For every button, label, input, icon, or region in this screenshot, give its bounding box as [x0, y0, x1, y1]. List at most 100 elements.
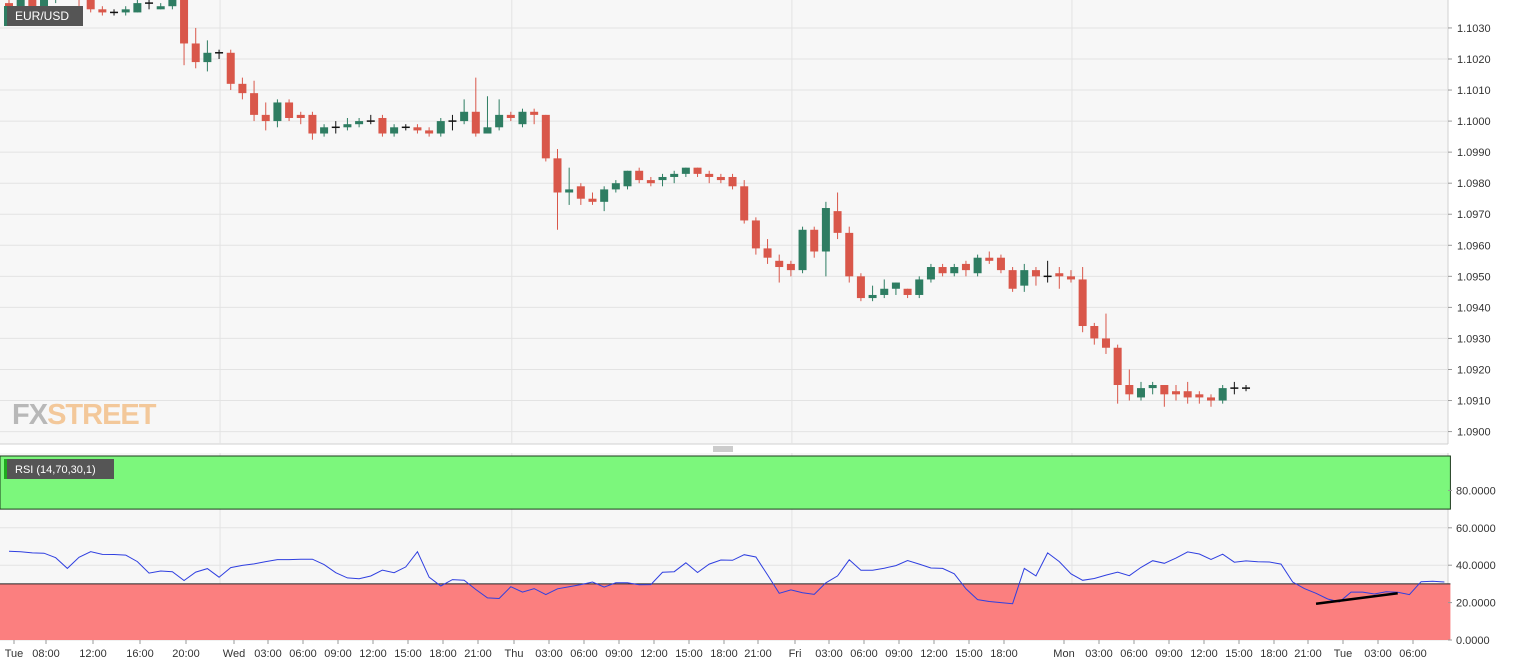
candle-body [658, 176, 667, 181]
candle-body [471, 111, 480, 134]
candle [985, 251, 994, 264]
candle-body [518, 111, 527, 125]
candle [845, 226, 854, 283]
price-series-label-bg [4, 6, 83, 26]
candle-body [541, 114, 550, 159]
candle-body [413, 127, 422, 131]
candle [973, 254, 982, 277]
price-series-label: EUR/USD [4, 6, 83, 26]
candle [891, 282, 900, 295]
candle-body [226, 52, 235, 84]
rsi-series-label: RSI (14,70,30,1) [4, 459, 114, 479]
price-tick-label: 1.0970 [1457, 209, 1491, 221]
candle-body [973, 257, 982, 274]
candle [821, 201, 830, 277]
price-tick-label: 1.1030 [1457, 23, 1491, 35]
candle [355, 117, 364, 128]
price-tick-label: 1.0950 [1457, 271, 1491, 283]
time-tick-label: 15:00 [394, 648, 422, 660]
candle [86, 0, 95, 13]
time-tick-label: 03:00 [1085, 648, 1113, 660]
time-tick-label: 06:00 [289, 648, 317, 660]
time-tick-label: Thu [505, 648, 524, 660]
candle [775, 254, 784, 283]
candle-body [1113, 347, 1122, 386]
time-tick-label: 20:00 [172, 648, 200, 660]
candle-body [16, 0, 25, 7]
candle-body [751, 220, 760, 249]
time-tick-label: Wed [223, 648, 245, 660]
candle-body [506, 114, 515, 118]
candle-body [786, 263, 795, 271]
candle [635, 167, 644, 184]
candle [1101, 313, 1110, 354]
candle [425, 127, 434, 137]
candle [600, 186, 609, 212]
candle [950, 263, 959, 277]
price-tick-label: 1.0960 [1457, 240, 1491, 252]
candle-body [121, 9, 130, 13]
candle-body [1066, 276, 1075, 280]
price-axis: 1.0900 1.0910 1.0920 1.0930 1.0940 1.0950 1.09… [1448, 23, 1491, 439]
candle-body [880, 288, 889, 295]
candle-body [705, 173, 714, 177]
candle [55, 0, 57, 4]
candle-body [1078, 279, 1087, 327]
candle [716, 173, 725, 184]
time-tick-label: 21:00 [744, 648, 772, 660]
candle-body [576, 186, 585, 199]
candle-body [390, 127, 399, 134]
candle-body [168, 0, 177, 7]
watermark-street: STREET [47, 399, 157, 431]
candle [1043, 260, 1052, 283]
candle-body [996, 257, 1005, 271]
price-series-label-text: EUR/USD [15, 9, 69, 23]
time-tick-label: 18:00 [429, 648, 457, 660]
candle [728, 173, 737, 190]
candle [541, 114, 550, 162]
candle [460, 99, 469, 125]
candle [1148, 381, 1157, 395]
candle [1125, 369, 1134, 401]
candle-body [868, 294, 877, 299]
candle-body [950, 267, 959, 274]
rsi-tick-label: 0.0000 [1456, 635, 1490, 647]
candle [226, 49, 235, 91]
candle [565, 167, 574, 205]
candle-body [436, 121, 445, 134]
candle [1172, 385, 1180, 401]
time-tick-label: 12:00 [359, 648, 387, 660]
candle-body [891, 282, 900, 289]
price-tick-label: 1.1010 [1457, 85, 1491, 97]
candle-body [1148, 385, 1157, 389]
price-plot-background [0, 0, 1448, 444]
candle-body [1136, 388, 1145, 398]
candle-body [460, 111, 469, 122]
candle-body [915, 279, 924, 295]
candle [250, 80, 259, 122]
rsi-tick-label: 40.0000 [1456, 560, 1496, 572]
candle-body [635, 170, 644, 181]
candle-body [308, 114, 317, 134]
time-tick-label: 15:00 [955, 648, 983, 660]
candle-body [1090, 326, 1099, 339]
candle [670, 170, 679, 184]
time-tick-label: 12:00 [640, 648, 668, 660]
time-tick-label: Mon [1053, 648, 1074, 660]
candle [413, 124, 422, 134]
candle-body [5, 3, 13, 7]
rsi-tick-label: 80.0000 [1456, 485, 1496, 497]
candle-body [378, 117, 387, 134]
candle-body [1125, 385, 1134, 395]
candle [740, 180, 749, 224]
candle-body [611, 183, 620, 190]
rsi-tick-label: 60.0000 [1456, 523, 1496, 535]
candle [448, 114, 457, 131]
candle-body [903, 288, 912, 295]
pane-splitter-handle[interactable] [713, 446, 733, 452]
candle-body [40, 0, 49, 7]
candle-body [1218, 388, 1227, 401]
candle [926, 263, 935, 283]
candle [471, 77, 480, 137]
candle-body [320, 127, 329, 134]
